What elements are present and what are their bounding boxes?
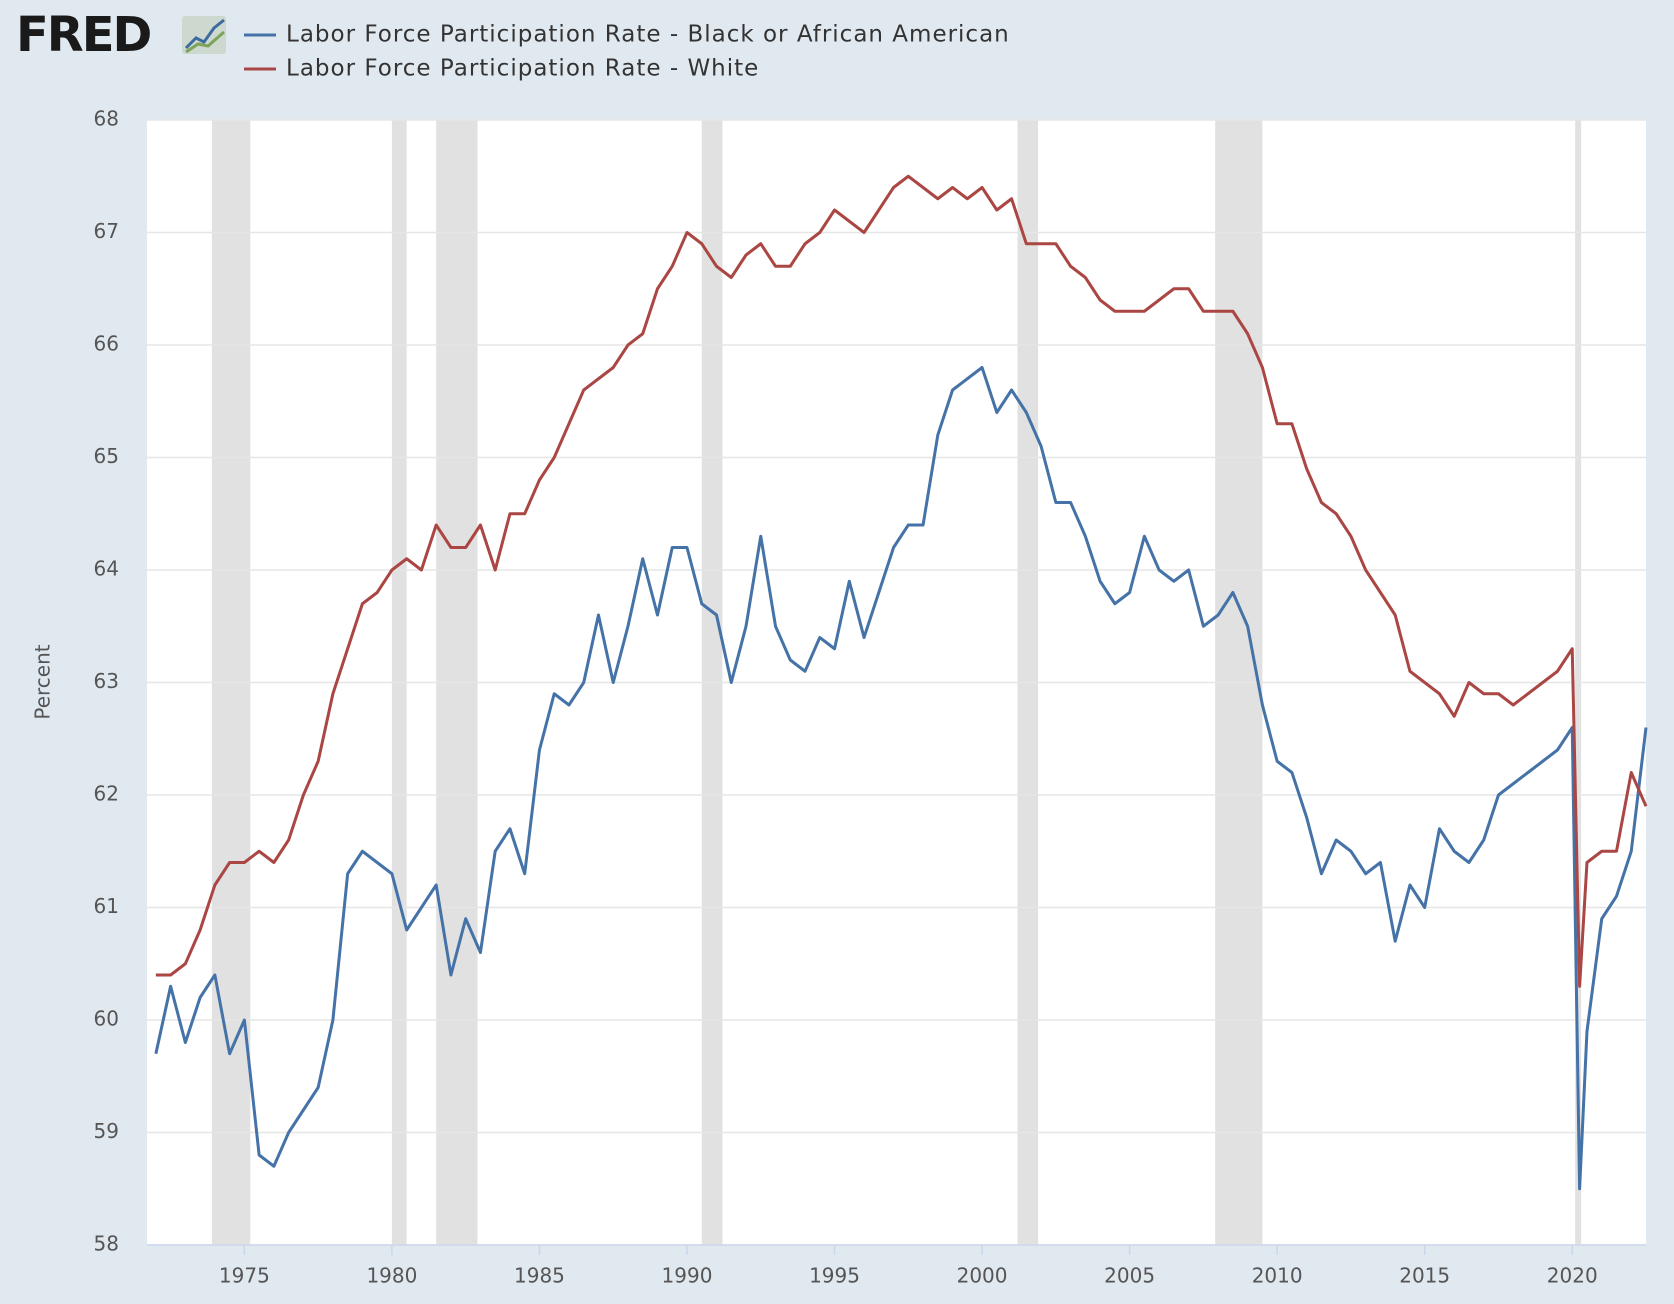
logo: FRED	[16, 7, 151, 63]
x-tick-label: 2015	[1399, 1264, 1450, 1288]
series-line	[154, 366, 1648, 1191]
x-tick-label: 2010	[1252, 1264, 1303, 1288]
y-tick-label: 68	[94, 107, 119, 131]
y-tick-label: 66	[94, 332, 119, 356]
y-tick-label: 58	[94, 1232, 119, 1256]
legend-label: Labor Force Participation Rate - White	[286, 56, 759, 82]
y-tick-label: 67	[94, 219, 119, 243]
series-line	[155, 174, 1648, 988]
x-tick-label: 2020	[1547, 1264, 1598, 1288]
x-tick-label: 1980	[366, 1264, 417, 1288]
y-tick-label: 62	[94, 782, 119, 806]
x-tick-label: 1990	[662, 1264, 713, 1288]
y-tick-label: 59	[94, 1119, 119, 1143]
logo-icon	[182, 16, 226, 54]
x-tick-label: 1975	[219, 1264, 270, 1288]
y-tick-label: 64	[94, 557, 119, 581]
x-tick-label: 2000	[957, 1264, 1008, 1288]
y-tick-label: 61	[94, 894, 119, 918]
y-axis-label: Percent	[31, 644, 55, 719]
x-tick-label: 2005	[1104, 1264, 1155, 1288]
x-tick-label: 1985	[514, 1264, 565, 1288]
y-tick-label: 60	[94, 1007, 119, 1031]
legend-label: Labor Force Participation Rate - Black o…	[286, 22, 1010, 48]
x-tick-label: 1995	[809, 1264, 860, 1288]
y-tick-label: 65	[94, 444, 119, 468]
y-tick-label: 63	[94, 669, 119, 693]
